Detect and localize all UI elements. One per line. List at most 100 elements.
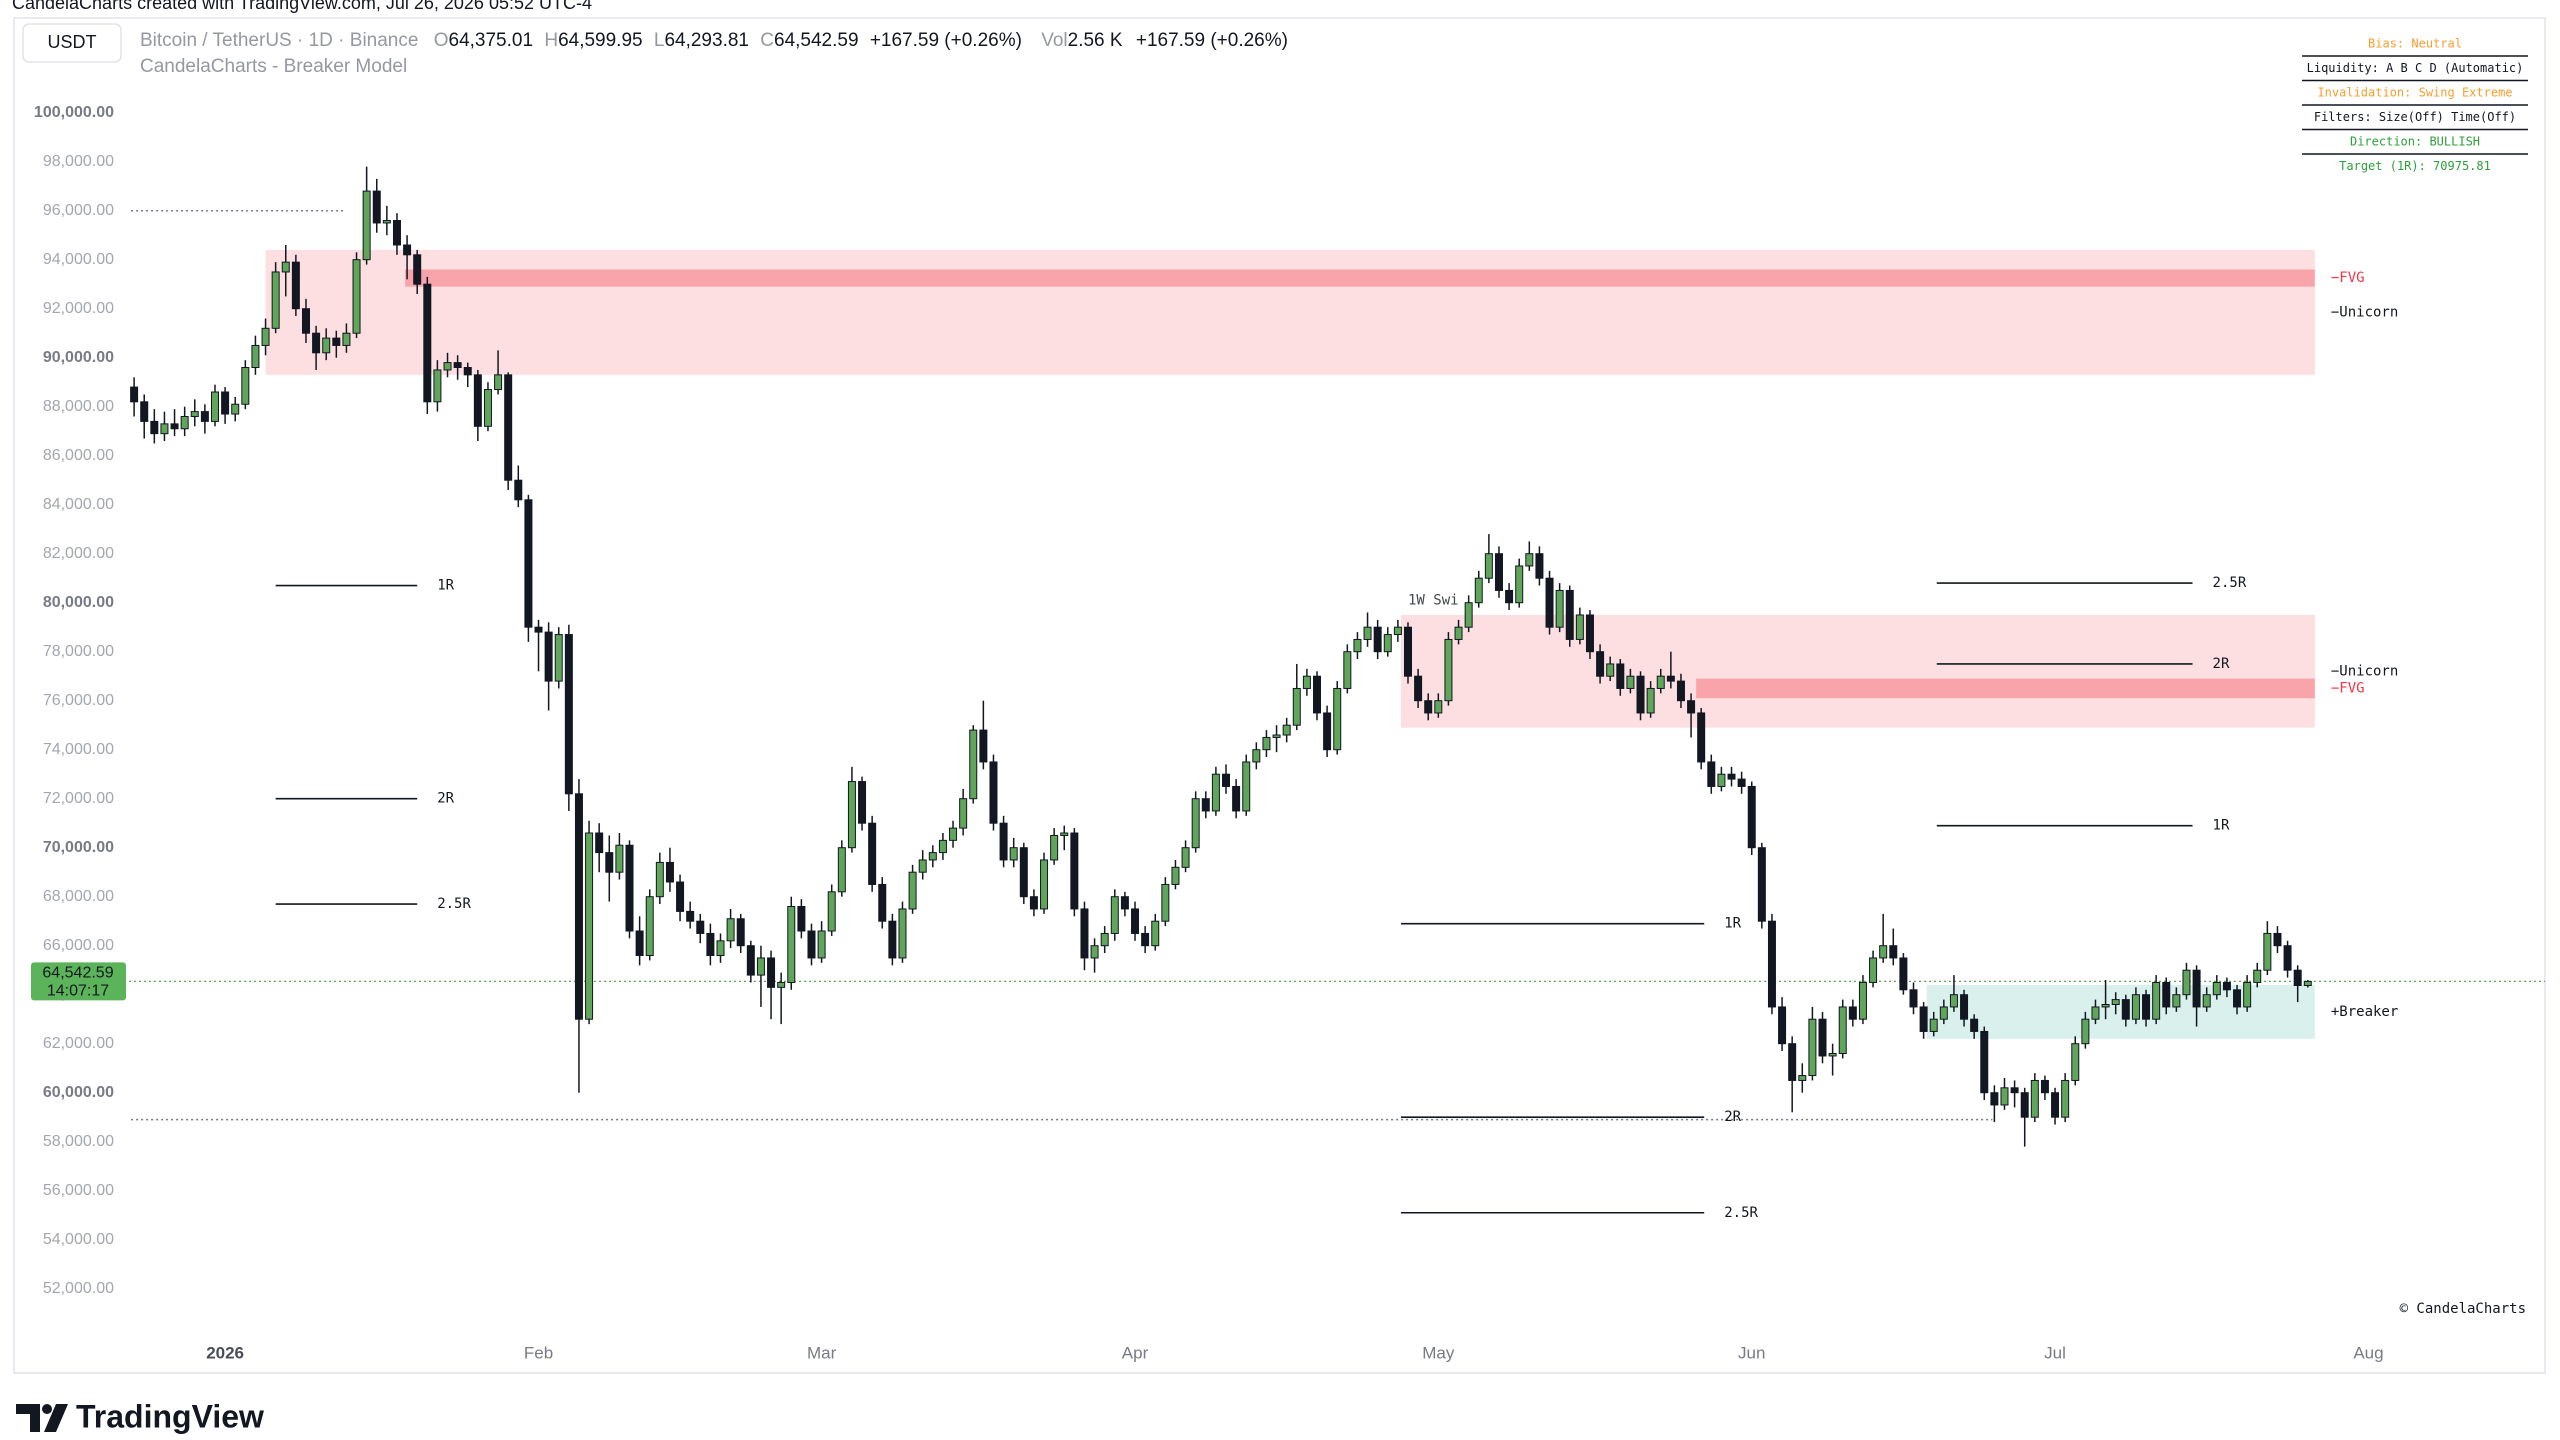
candle-body [1282, 724, 1291, 736]
candle-body [332, 337, 341, 346]
candle-body [524, 499, 533, 628]
candle-body [554, 634, 563, 682]
candle-body [665, 861, 674, 883]
countdown: 14:07:17 [47, 983, 109, 1000]
y-tick-label: 88,000.00 [43, 398, 114, 415]
currency-button[interactable] [22, 23, 122, 63]
candle-body [787, 906, 796, 983]
candle-body [271, 271, 280, 329]
candle-body [251, 344, 260, 369]
candle-body [1484, 553, 1493, 579]
y-tick-label: 82,000.00 [43, 545, 114, 562]
candle-body [2071, 1043, 2080, 1081]
candle-body [423, 283, 432, 403]
candle-body [1343, 651, 1352, 689]
candle-body [180, 416, 189, 430]
candle-body [2142, 994, 2151, 1020]
candle-body [200, 411, 209, 422]
ohlc-value: 64,375.01 [449, 30, 534, 51]
candle-body [1393, 626, 1402, 636]
indicator-name: CandelaCharts - Breaker Model [140, 56, 407, 77]
candle-body [190, 411, 199, 418]
candle-body [1110, 896, 1119, 934]
x-tick-label: Jul [2044, 1343, 2066, 1362]
target-label: 2R [437, 791, 454, 807]
candle-body [221, 391, 230, 415]
y-tick-label: 58,000.00 [43, 1133, 114, 1150]
candle-body [312, 332, 321, 354]
zone [265, 249, 2315, 375]
target-label: 2.5R [2213, 575, 2247, 591]
annotation: 1W Swi [1408, 592, 1459, 608]
candle-body [352, 259, 361, 334]
candle-body [301, 308, 310, 334]
candle-body [585, 832, 594, 1020]
candle-body [837, 847, 846, 893]
candle-body [756, 957, 765, 976]
ohlc-key: C [760, 30, 774, 51]
zone-label: −Unicorn [2331, 304, 2398, 320]
candle-body [1070, 832, 1079, 910]
candle-body [1302, 675, 1311, 689]
candle-body [2192, 969, 2201, 1008]
candle-body [807, 930, 816, 959]
y-tick-label: 92,000.00 [43, 300, 114, 317]
target-label: 1R [437, 578, 454, 594]
y-tick-label: 80,000.00 [43, 594, 114, 611]
candle-body [433, 369, 442, 403]
candle-body [382, 220, 391, 224]
candle-body [1798, 1075, 1807, 1081]
y-tick-label: 52,000.00 [43, 1280, 114, 1297]
candle-body [969, 729, 978, 800]
candle-body [1272, 734, 1281, 738]
candle-body [746, 945, 755, 976]
caption: CandelaCharts created with TradingView.c… [12, 0, 592, 13]
candle-body [322, 337, 331, 354]
currency[interactable]: USDT [48, 32, 97, 52]
candle-body [1363, 626, 1372, 640]
candle-body [989, 761, 998, 824]
candle-body [463, 367, 472, 376]
candle-body [1262, 736, 1271, 751]
candle-body [696, 920, 705, 934]
candle-body [979, 729, 988, 763]
candle-body [130, 386, 139, 403]
candle-body [2283, 945, 2292, 971]
target-label: 1R [1724, 916, 1741, 932]
candle-body [261, 327, 270, 346]
zone [1400, 614, 2315, 728]
candle-body [1060, 832, 1069, 836]
target-label: 2.5R [437, 896, 471, 912]
candle-body [1879, 945, 1888, 959]
candle-body [1171, 866, 1180, 885]
y-tick-label: 100,000.00 [34, 104, 114, 121]
candle-body [1575, 614, 1584, 640]
candle-body [1818, 1018, 1827, 1057]
candle-body [2293, 969, 2302, 987]
candle-body [453, 362, 462, 369]
axes: 52,000.00 54,000.00 56,000.00 58,000.00 60,0… [31, 104, 2384, 1362]
candle-body [1050, 834, 1059, 861]
candle-body [2081, 1018, 2090, 1045]
candle-body [1788, 1043, 1797, 1081]
volume-key: Vol [1041, 30, 1067, 51]
zone [405, 269, 2315, 287]
candle-body [898, 908, 907, 959]
panel-row: Bias: Neutral [2368, 37, 2462, 51]
target-label: 2.5R [1724, 1205, 1758, 1221]
candle-body [1727, 773, 1736, 780]
candle-body [1181, 847, 1190, 868]
brand-logo: TradingView [16, 1398, 264, 1434]
y-tick-label: 76,000.00 [43, 692, 114, 709]
candle-body [676, 881, 685, 912]
candle-body [1757, 847, 1766, 922]
candle-body [1444, 638, 1453, 702]
candle-body [342, 332, 351, 346]
candle-body [1687, 700, 1696, 714]
candle-body [231, 403, 240, 415]
y-tick-label: 54,000.00 [43, 1231, 114, 1248]
y-tick-label: 94,000.00 [43, 251, 114, 268]
candle-body [1151, 920, 1160, 947]
